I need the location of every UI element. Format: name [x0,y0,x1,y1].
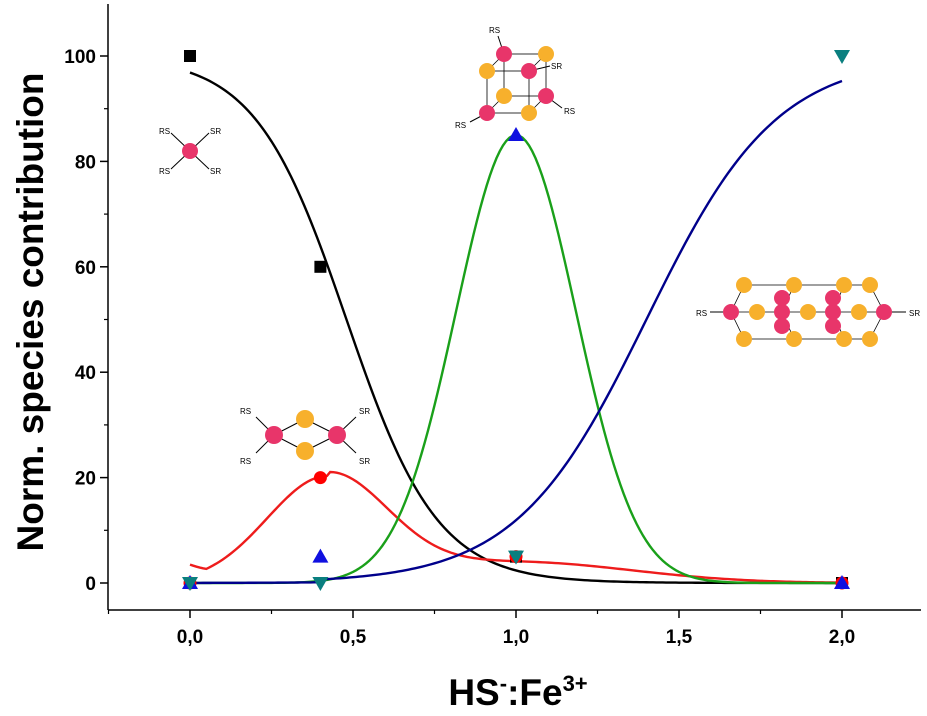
iron-atom [774,318,790,334]
axes: 0,0 0,5 1,0 1,5 2,0 0 20 40 60 80 100 [64,4,921,648]
iron-atom [723,304,739,320]
monomer-rs-label: RS [159,127,170,136]
data-markers [182,50,850,591]
sulfur-atom [786,331,802,347]
dimer-sr-label: SR [359,457,370,466]
sulfur-atom [836,331,852,347]
triangle-down-marker [508,550,524,565]
circle-marker [313,471,327,485]
iron-atom [774,304,790,320]
sulfur-atom [786,277,802,293]
fit-curve [189,71,842,585]
y-tick-label: 0 [85,574,96,595]
monomer-sr-label: SR [210,127,221,136]
iron-atom [825,318,841,334]
x-tick-label: 0,0 [177,627,203,648]
x-axis-title-sup2: 3+ [563,671,588,696]
sulfur-atom [736,331,752,347]
iron-atom [774,290,790,306]
chain-rs-label: RS [696,309,707,318]
triangle-down-marker [312,577,329,591]
y-tick-label: 60 [75,258,96,279]
chain-sr-label: SR [909,309,920,318]
sulfur-atom [736,277,752,293]
x-axis-title-sup1: - [500,671,507,696]
sulfur-atom [800,304,816,320]
square-marker [184,50,196,62]
sulfur-atom [851,304,867,320]
triangle-up-marker [312,548,329,563]
fit-curves [189,71,843,585]
fit-curve [189,470,843,584]
x-tick-label: 0,5 [340,627,367,648]
square-marker [314,260,327,273]
x-axis-title-mid: :Fe [507,672,563,713]
y-tick-label: 100 [64,47,96,68]
iron-atom [825,290,841,306]
sulfur-atom [862,277,878,293]
dimer-rs-label: RS [240,457,251,466]
y-tick-label: 80 [75,152,96,173]
triangle-down-marker [834,50,850,64]
x-tick-label: 1,5 [666,627,693,648]
x-tick-label: 2,0 [829,627,855,648]
x-tick-label: 1,0 [503,627,529,648]
triangle-up-marker [834,575,850,589]
dimer-sr-label: SR [359,407,370,416]
dimer-structure-icon: RS RS SR SR [240,407,370,466]
fit-curve [190,79,843,585]
monomer-sr-label: SR [210,167,221,176]
cubane-structure-icon: RS SR RS RS [455,26,575,130]
cubane-rs-label: RS [564,107,575,116]
iron-atom [876,304,892,320]
monomer-rs-label: RS [159,167,170,176]
y-axis-title: Norm. species contribution [10,72,51,551]
dimer-rs-label: RS [240,407,251,416]
sulfur-atom [862,331,878,347]
triangle-up-marker [508,127,524,142]
sulfur-atom [836,277,852,293]
sulfur-atom [749,304,765,320]
triangle-down-marker [182,577,198,591]
cubane-rs-label: RS [489,26,500,35]
iron-atom [825,304,841,320]
y-tick-label: 20 [75,469,96,490]
x-axis-title: HS-:Fe3+ [448,671,587,713]
monomer-structure-icon: RS SR RS SR [159,127,221,176]
cubane-rs-label: RS [455,121,466,130]
y-tick-label: 40 [75,363,96,384]
chain-structure-icon: RS SR [696,277,920,347]
fit-curve [190,133,842,585]
x-axis-title-base: HS [448,672,499,713]
cubane-sr-label: SR [551,62,562,71]
